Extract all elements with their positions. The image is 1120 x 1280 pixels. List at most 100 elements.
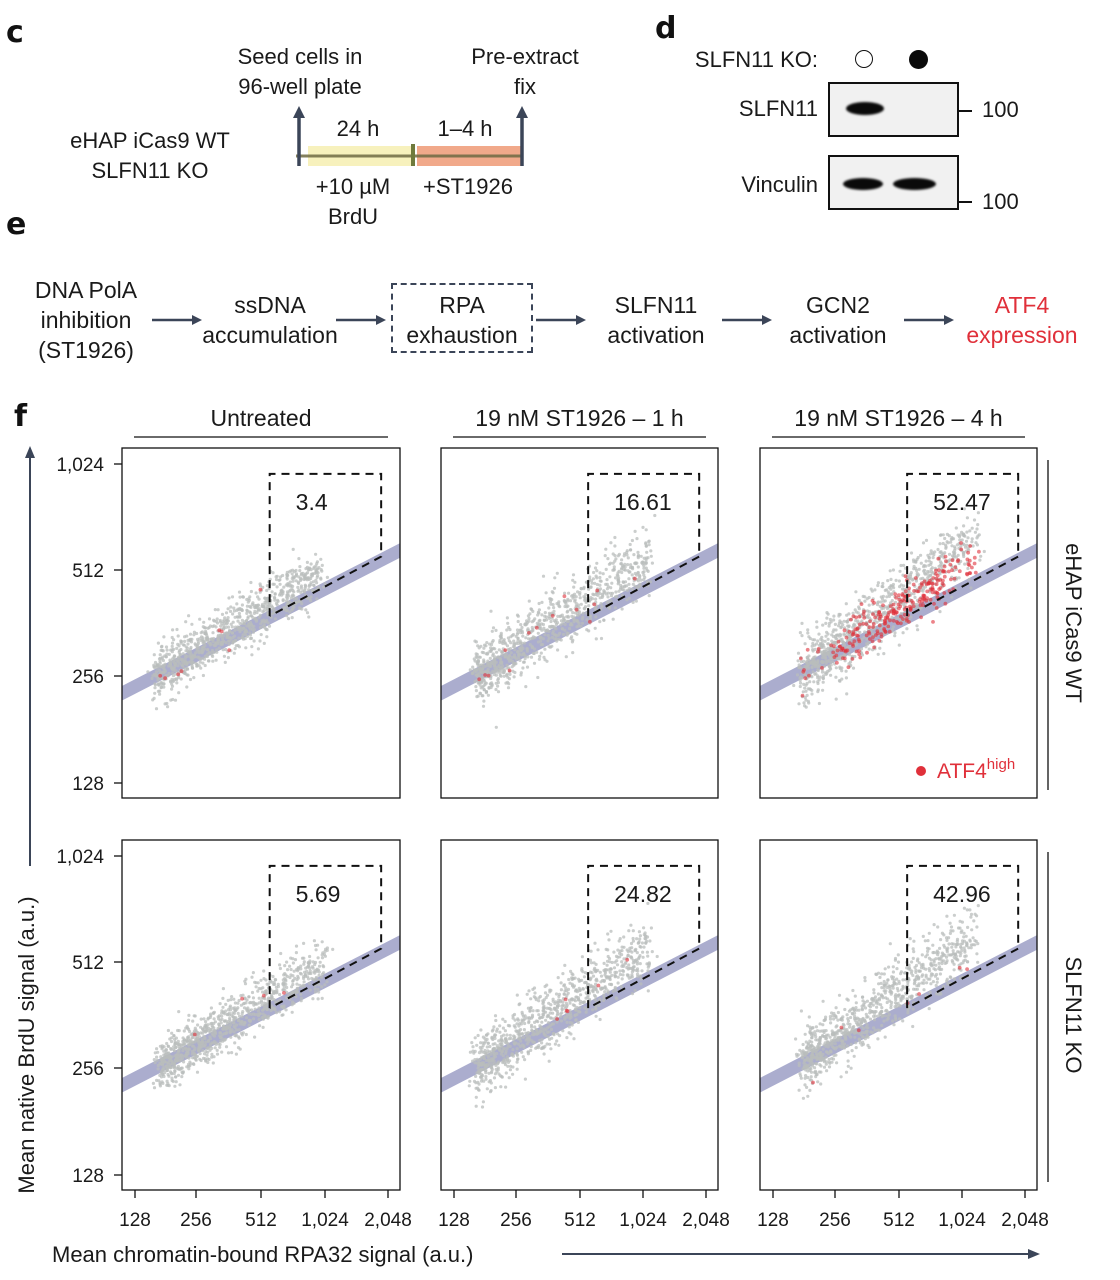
data-point [297,588,301,592]
data-point [618,972,623,977]
data-point [203,631,207,635]
atf4-high-point [856,633,860,638]
data-point [575,1012,579,1017]
data-point [860,653,865,657]
atf4-high-point [588,619,592,624]
data-point [480,1063,484,1067]
band-vinculin-lane2 [893,178,936,190]
data-point [638,974,642,978]
data-point [320,972,325,976]
data-point [290,576,294,581]
data-point [275,585,279,589]
data-point [257,1018,261,1022]
data-point [306,960,310,965]
data-point [507,1076,511,1080]
data-point [309,562,313,566]
atf4-high-point [957,569,962,574]
data-point [953,548,957,552]
data-point [266,1016,270,1020]
data-point [219,624,223,628]
data-point [492,670,496,674]
data-point [499,633,503,637]
data-point [241,633,245,637]
data-point [572,1037,576,1041]
data-point [974,541,978,545]
data-point [813,660,817,664]
data-point [885,588,889,592]
data-point [492,1076,497,1080]
data-point [627,963,631,967]
data-point [609,586,613,590]
data-point [797,663,801,667]
data-point [238,630,242,634]
data-point [646,901,650,905]
atf4-high-point [866,630,871,634]
data-point [228,630,232,634]
data-point [498,668,502,673]
data-point [541,1001,545,1006]
data-point [579,993,583,997]
data-point [184,668,188,672]
data-point [890,615,894,619]
data-point [489,676,493,681]
data-point [320,940,324,944]
data-point [857,598,861,602]
data-point [174,1053,178,1057]
data-point [571,1003,575,1007]
data-point [468,668,472,672]
data-point [555,571,559,575]
end-label-line1: Pre-extract [471,44,579,69]
data-point [604,567,608,571]
pathway-step-line: DNA PolA [34,277,138,303]
data-point [483,664,487,668]
atf4-high-point [973,570,978,575]
data-point [204,1040,208,1044]
data-point [544,1028,548,1032]
plot-area [760,507,1037,709]
data-point [595,569,599,573]
data-point [644,528,648,532]
data-point [245,624,249,628]
atf4-high-point [592,602,597,607]
data-point [209,1012,213,1016]
data-point [792,683,796,688]
data-point [576,1020,581,1024]
data-point [947,552,952,556]
data-point [247,995,251,999]
data-point [523,1058,527,1062]
data-point [158,665,162,669]
data-point [297,966,301,970]
data-point [273,1008,277,1012]
data-point [592,593,596,597]
data-point [609,599,613,603]
data-point [507,1037,511,1041]
atf4-high-point [803,676,808,681]
data-point [625,553,629,557]
data-point [187,1018,191,1022]
data-point [477,1051,482,1055]
data-point [289,596,293,600]
data-point [211,1041,215,1045]
data-point [238,626,243,630]
data-point [504,1085,508,1089]
data-point [546,1021,551,1025]
data-point [540,1020,544,1024]
data-point [913,595,917,599]
atf4-high-point [948,562,953,567]
data-point [299,972,303,976]
data-point [196,655,200,659]
data-point [579,587,584,591]
data-point [501,1026,505,1030]
data-point [224,1002,228,1007]
atf4-high-point [868,619,872,624]
atf4-high-point [834,653,839,658]
data-point [537,1013,541,1017]
data-point [810,660,814,664]
data-point [233,625,238,629]
data-point [598,579,602,583]
data-point [621,969,626,974]
data-point [493,1042,497,1046]
data-point [202,1017,206,1021]
data-point [571,977,575,981]
data-point [233,1008,237,1012]
